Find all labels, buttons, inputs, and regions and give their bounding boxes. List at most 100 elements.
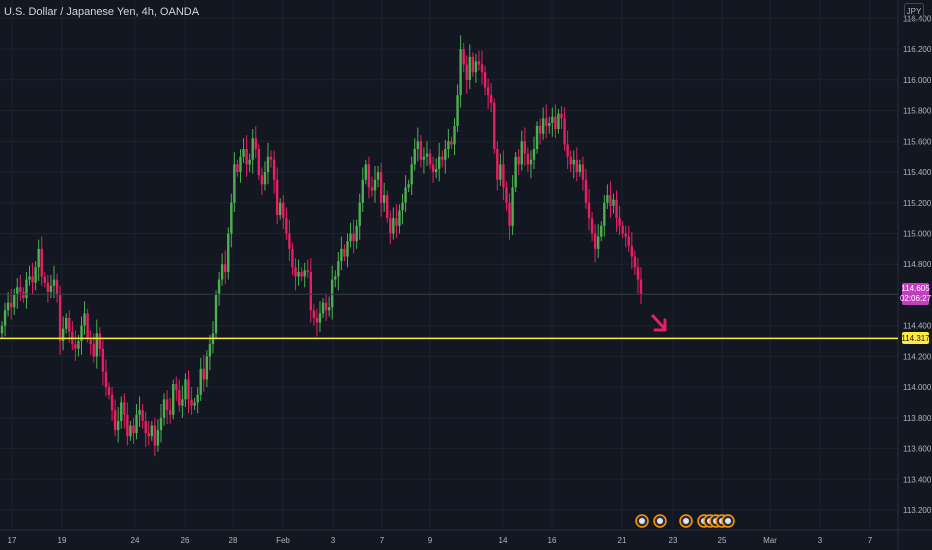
candle-body [227, 233, 230, 272]
candle-body [419, 141, 423, 160]
candle-body [129, 425, 132, 437]
candle-body [285, 218, 288, 234]
candle-body [279, 202, 282, 216]
candle-body [147, 433, 150, 437]
candle-body [486, 87, 490, 96]
candle-body [340, 248, 343, 262]
arrow-annotation [651, 314, 667, 332]
candle-body [175, 384, 178, 391]
candle-body [291, 248, 294, 268]
x-tick-label: 14 [499, 536, 508, 545]
candle-body [101, 348, 105, 372]
candle-body [526, 153, 530, 165]
time-axis[interactable]: 17 19 24 26 28 Feb 3 7 9 14 16 21 23 25 Mar 3 7 [8, 536, 873, 545]
candle-body [327, 307, 331, 311]
candle-body [80, 325, 83, 342]
x-tick-label: 9 [428, 536, 433, 545]
candle-body [413, 149, 416, 165]
candle-body [361, 179, 364, 203]
candle-body [205, 356, 209, 380]
candle-body [499, 164, 502, 180]
candle-body [593, 233, 597, 249]
candle-body [548, 122, 551, 126]
arrow-shaft [651, 314, 666, 330]
candle-body [587, 202, 591, 219]
candle-body [468, 56, 471, 80]
candle-body [337, 261, 340, 277]
candle-body [459, 49, 462, 96]
candle-body [3, 310, 7, 326]
candle-body [520, 141, 523, 165]
candle-body [288, 233, 291, 249]
candle-body [230, 202, 233, 234]
candle-body [257, 149, 261, 176]
candle-body [401, 202, 404, 211]
candle-body [398, 210, 401, 226]
event-flag-dot [657, 518, 663, 524]
candle-body [389, 218, 392, 234]
current-price-value: 114.605 [901, 284, 930, 294]
candle-body [450, 141, 453, 145]
candle-body [248, 159, 251, 165]
horizontal-level[interactable] [0, 293, 898, 340]
candle-body [40, 248, 43, 277]
candle-body [162, 399, 166, 418]
candle-body [349, 233, 352, 242]
candle-body [159, 417, 163, 431]
candle-body [609, 195, 612, 206]
candle-body [16, 287, 19, 295]
x-tick-label: 26 [181, 536, 190, 545]
currency-badge[interactable]: JPY [904, 3, 924, 20]
economic-events[interactable] [635, 514, 735, 528]
candle-body [331, 279, 334, 308]
candle-body [373, 179, 377, 191]
candle-body [379, 172, 383, 203]
candle-body [318, 313, 322, 323]
candle-body [471, 56, 475, 73]
candle-body [199, 368, 202, 395]
candle-body [141, 410, 144, 421]
y-tick-label: 116.200 [903, 45, 932, 54]
candle-body [172, 384, 175, 415]
y-tick-label: 114.400 [903, 322, 932, 331]
y-tick-label: 115.800 [903, 107, 932, 116]
candle-body [178, 390, 181, 406]
candle-body [456, 95, 459, 126]
y-tick-label: 115.000 [903, 230, 932, 239]
x-tick-label: 23 [669, 536, 678, 545]
candle-body [603, 202, 606, 226]
candle-body [600, 225, 603, 237]
candle-body [34, 267, 37, 283]
candle-body [86, 313, 89, 338]
candle-body [89, 337, 92, 345]
candle-body [22, 291, 25, 299]
x-tick-label: 19 [58, 536, 67, 545]
candle-body [263, 172, 267, 185]
candle-body [135, 414, 138, 434]
candle-body [196, 394, 199, 403]
candle-body [236, 164, 239, 173]
y-tick-label: 113.800 [903, 414, 932, 423]
candle-body [6, 302, 10, 311]
candle-body [126, 414, 129, 437]
candle-body [462, 49, 465, 65]
candle-body [572, 159, 575, 165]
y-tick-label: 113.400 [903, 475, 932, 484]
candle-body [184, 379, 187, 400]
candle-body [144, 420, 147, 434]
x-tick-label: 28 [229, 536, 238, 545]
candle-body [9, 302, 13, 308]
y-tick-label: 114.800 [903, 260, 932, 269]
candle-body [43, 276, 47, 283]
candle-body [358, 202, 361, 226]
candle-body [46, 282, 50, 292]
candle-body [65, 318, 68, 329]
price-axis[interactable]: 116.400 116.200 116.000 115.800 115.600 115.4… [903, 14, 932, 515]
candle-body [532, 149, 536, 160]
candle-body [578, 164, 582, 173]
candle-body [551, 116, 554, 123]
candle-body [251, 138, 254, 160]
candle-body [324, 302, 328, 311]
x-tick-label: 7 [380, 536, 385, 545]
